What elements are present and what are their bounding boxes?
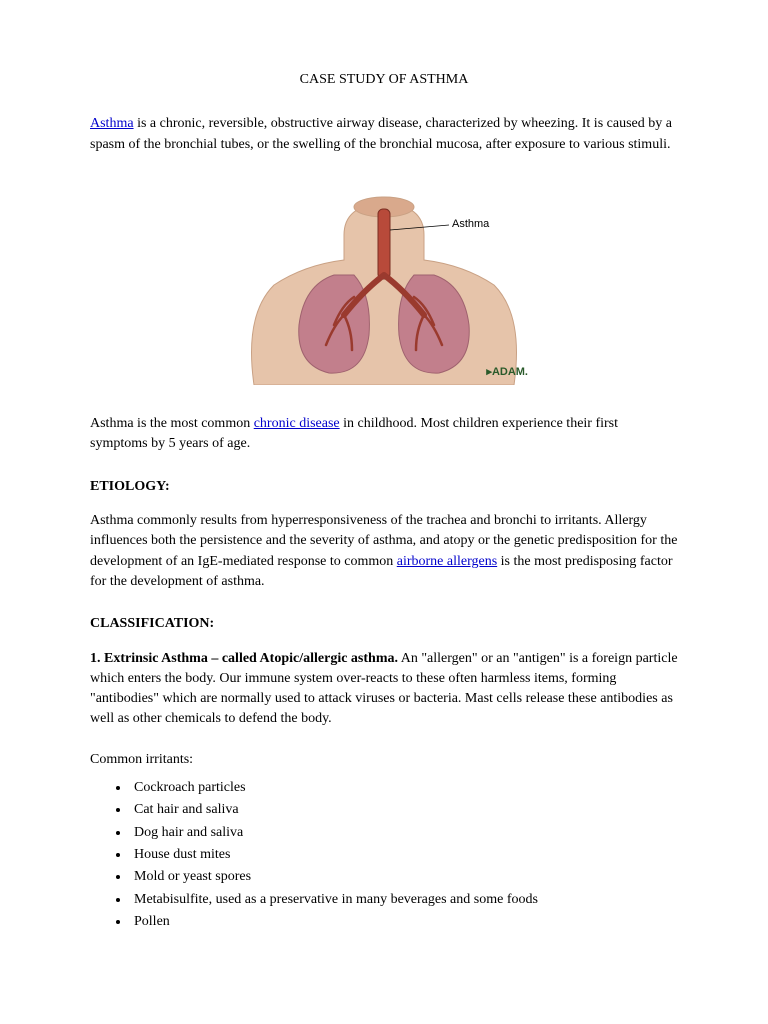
p2-before: Asthma is the most common <box>90 416 254 431</box>
list-item: Dog hair and saliva <box>130 823 678 843</box>
list-item: Metabisulfite, used as a preservative in… <box>130 890 678 910</box>
chronic-disease-link[interactable]: chronic disease <box>254 416 340 431</box>
airborne-allergens-link[interactable]: airborne allergens <box>397 554 497 569</box>
intro-paragraph: Asthma is a chronic, reversible, obstruc… <box>90 114 678 155</box>
asthma-link[interactable]: Asthma <box>90 116 134 131</box>
asthma-diagram: Asthma ▸ADAM. <box>234 175 534 385</box>
diagram-label: Asthma <box>452 217 489 233</box>
irritants-intro: Common irritants: <box>90 750 678 770</box>
etiology-paragraph: Asthma commonly results from hyperrespon… <box>90 511 678 592</box>
classification-heading: CLASSIFICATION: <box>90 614 678 634</box>
list-item: Mold or yeast spores <box>130 867 678 887</box>
intro-text: is a chronic, reversible, obstructive ai… <box>90 116 672 151</box>
diagram-container: Asthma ▸ADAM. <box>90 175 678 392</box>
brand-text: ADAM. <box>492 366 528 378</box>
irritants-list: Cockroach particles Cat hair and saliva … <box>130 778 678 932</box>
document-page: CASE STUDY OF ASTHMA Asthma is a chronic… <box>0 0 768 994</box>
extrinsic-title: 1. Extrinsic Asthma – called Atopic/alle… <box>90 651 398 666</box>
anatomy-svg <box>234 175 534 385</box>
classification-item-1: 1. Extrinsic Asthma – called Atopic/alle… <box>90 649 678 730</box>
list-item: Cat hair and saliva <box>130 800 678 820</box>
list-item: Cockroach particles <box>130 778 678 798</box>
list-item: Pollen <box>130 912 678 932</box>
paragraph-2: Asthma is the most common chronic diseas… <box>90 414 678 455</box>
page-title: CASE STUDY OF ASTHMA <box>90 70 678 90</box>
diagram-brand: ▸ADAM. <box>486 365 528 381</box>
list-item: House dust mites <box>130 845 678 865</box>
etiology-heading: ETIOLOGY: <box>90 477 678 497</box>
